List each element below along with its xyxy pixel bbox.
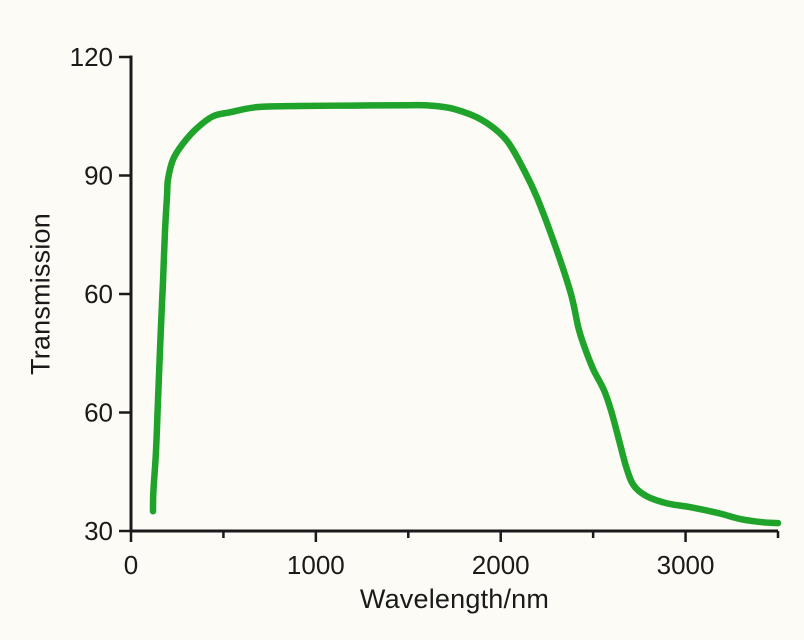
y-tick-label: 90: [84, 161, 113, 191]
x-tick-label: 3000: [657, 550, 715, 580]
y-tick-label: 60: [84, 398, 113, 428]
x-tick-label: 0: [124, 550, 138, 580]
y-tick-label: 30: [84, 516, 113, 546]
x-tick-label: 2000: [472, 550, 530, 580]
y-axis-label: Transmission: [25, 213, 56, 375]
series-transmission-curve: [149, 101, 782, 527]
x-tick-label: 1000: [287, 550, 345, 580]
y-tick-label: 120: [70, 42, 113, 72]
y-tick-label: 60: [84, 279, 113, 309]
x-axis-label: Wavelength/nm: [359, 584, 550, 614]
